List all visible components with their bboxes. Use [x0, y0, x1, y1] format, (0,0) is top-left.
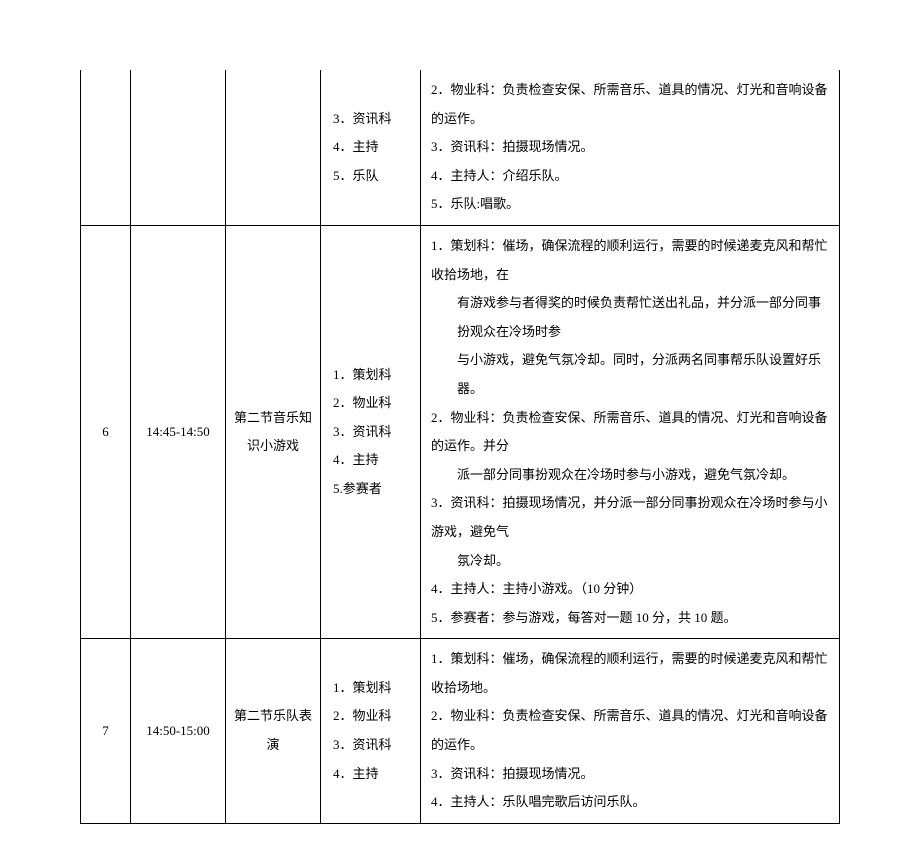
cell-desc: 1．策划科：催场，确保流程的顺利运行，需要的时候递麦克风和帮忙收拾场地，在有游戏…: [421, 225, 840, 638]
desc-line: 有游戏参与者得奖的时候负责帮忙送出礼品，并分派一部分同事扮观众在冷场时参: [431, 289, 831, 346]
dept-line: 1．策划科: [333, 361, 412, 390]
desc-line: 派一部分同事扮观众在冷场时参与小游戏，避免气氛冷却。: [431, 461, 831, 490]
cell-title: 第二节音乐知识小游戏: [226, 225, 321, 638]
desc-line: 2．物业科：负责检查安保、所需音乐、道具的情况、灯光和音响设备的运作。并分: [431, 404, 831, 461]
desc-line: 2．物业科：负责检查安保、所需音乐、道具的情况、灯光和音响设备的运作。: [431, 702, 831, 759]
desc-line: 4．主持人：介绍乐队。: [431, 162, 831, 191]
dept-line: 4．主持: [333, 133, 412, 162]
cell-num: [81, 70, 131, 225]
cell-num: 6: [81, 225, 131, 638]
dept-line: 1．策划科: [333, 674, 412, 703]
table-row: 714:50-15:00第二节乐队表演1．策划科2．物业科3．资讯科4．主持1．…: [81, 639, 840, 824]
dept-line: 5.参赛者: [333, 475, 412, 504]
desc-line: 1．策划科：催场，确保流程的顺利运行，需要的时候递麦克风和帮忙收拾场地。: [431, 645, 831, 702]
cell-time: [131, 70, 226, 225]
cell-desc: 1．策划科：催场，确保流程的顺利运行，需要的时候递麦克风和帮忙收拾场地。2．物业…: [421, 639, 840, 824]
cell-time: 14:45-14:50: [131, 225, 226, 638]
cell-title: [226, 70, 321, 225]
schedule-table: 3．资讯科4．主持5．乐队2．物业科：负责检查安保、所需音乐、道具的情况、灯光和…: [80, 70, 840, 824]
cell-dept: 3．资讯科4．主持5．乐队: [321, 70, 421, 225]
dept-line: 5．乐队: [333, 162, 412, 191]
desc-line: 4．主持人：乐队唱完歌后访问乐队。: [431, 788, 831, 817]
cell-desc: 2．物业科：负责检查安保、所需音乐、道具的情况、灯光和音响设备的运作。3．资讯科…: [421, 70, 840, 225]
cell-dept: 1．策划科2．物业科3．资讯科4．主持: [321, 639, 421, 824]
desc-line: 3．资讯科：拍摄现场情况。: [431, 760, 831, 789]
dept-line: 4．主持: [333, 446, 412, 475]
desc-line: 5．参赛者：参与游戏，每答对一题 10 分，共 10 题。: [431, 604, 831, 633]
dept-line: 2．物业科: [333, 702, 412, 731]
dept-line: 4．主持: [333, 760, 412, 789]
desc-line: 4．主持人：主持小游戏。（10 分钟）: [431, 575, 831, 604]
cell-title: 第二节乐队表演: [226, 639, 321, 824]
desc-line: 氛冷却。: [431, 547, 831, 576]
desc-line: 3．资讯科：拍摄现场情况。: [431, 133, 831, 162]
desc-line: 与小游戏，避免气氛冷却。同时，分派两名同事帮乐队设置好乐器。: [431, 346, 831, 403]
cell-num: 7: [81, 639, 131, 824]
cell-dept: 1．策划科2．物业科3．资讯科4．主持5.参赛者: [321, 225, 421, 638]
desc-line: 3．资讯科：拍摄现场情况，并分派一部分同事扮观众在冷场时参与小游戏，避免气: [431, 489, 831, 546]
desc-line: 2．物业科：负责检查安保、所需音乐、道具的情况、灯光和音响设备的运作。: [431, 76, 831, 133]
table-row: 614:45-14:50第二节音乐知识小游戏1．策划科2．物业科3．资讯科4．主…: [81, 225, 840, 638]
dept-line: 3．资讯科: [333, 105, 412, 134]
dept-line: 2．物业科: [333, 389, 412, 418]
cell-time: 14:50-15:00: [131, 639, 226, 824]
desc-line: 1．策划科：催场，确保流程的顺利运行，需要的时候递麦克风和帮忙收拾场地，在: [431, 232, 831, 289]
desc-line: 5．乐队:唱歌。: [431, 190, 831, 219]
dept-line: 3．资讯科: [333, 418, 412, 447]
dept-line: 3．资讯科: [333, 731, 412, 760]
table-row: 3．资讯科4．主持5．乐队2．物业科：负责检查安保、所需音乐、道具的情况、灯光和…: [81, 70, 840, 225]
